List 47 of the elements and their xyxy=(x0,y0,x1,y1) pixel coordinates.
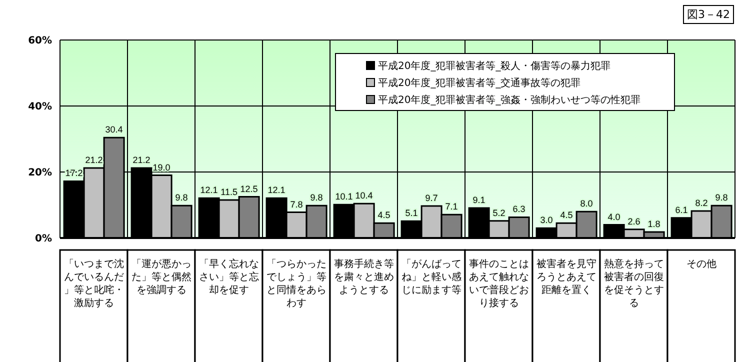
data-label: 3.0 xyxy=(540,215,553,226)
data-label: 4.0 xyxy=(608,212,620,222)
x-tick-label: その他 xyxy=(686,258,716,270)
chart-title: 図3－42 xyxy=(683,5,734,24)
x-tick-label: 「いつまで沈んでいるんだ」等と叱咤・激励する xyxy=(64,258,124,309)
data-label: 10.1 xyxy=(335,192,353,202)
data-label: 4.5 xyxy=(378,210,390,220)
data-label: 8.0 xyxy=(580,198,593,209)
x-tick-label: 「早く忘れなさい」等と忘却を促す xyxy=(198,258,259,296)
data-label: 9.8 xyxy=(175,192,188,203)
data-label: 6.3 xyxy=(512,204,526,214)
y-tick-label: 40% xyxy=(28,102,52,113)
data-label: 12.5 xyxy=(240,184,258,194)
data-label: 9.7 xyxy=(425,192,438,203)
data-label: 7.8 xyxy=(290,199,303,210)
x-tick-label: 事務手続き等を粛々と進めようとする xyxy=(334,258,394,296)
x-tick-label: 事件のことはあえて触れないで普段どおり接する xyxy=(468,258,529,309)
data-label: 21.2 xyxy=(85,155,103,166)
data-label: 6.1 xyxy=(675,204,688,215)
data-label: 21.2 xyxy=(132,155,150,166)
data-label: 1.8 xyxy=(648,219,660,230)
data-label: 9.8 xyxy=(310,192,323,203)
x-tick-label: 「がんばってね」と軽い感じに励ます等 xyxy=(401,258,462,296)
data-label: 8.2 xyxy=(695,198,708,208)
y-tick-label: 0% xyxy=(35,234,52,245)
x-tick-label: 「運が悪かった」等と偶然を強調する xyxy=(131,258,192,296)
legend-label: 平成20年度_犯罪被害者等_強姦・強制わいせつ等の性犯罪 xyxy=(378,94,641,106)
legend-label: 平成20年度_犯罪被害者等_殺人・傷害等の暴力犯罪 xyxy=(378,60,611,72)
legend-label: 平成20年度_犯罪被害者等_交通事故等の犯罪 xyxy=(378,76,581,90)
data-label: 5.2 xyxy=(492,208,506,218)
data-label: 9.1 xyxy=(472,194,486,205)
data-label: 4.5 xyxy=(560,210,573,220)
data-label: 30.4 xyxy=(105,124,123,135)
data-label: 9.8 xyxy=(715,192,728,203)
x-tick-label: 被害者を見守ろうとあえて距離を置く xyxy=(536,258,596,296)
data-label: 2.6 xyxy=(628,216,640,226)
data-label: 19.0 xyxy=(152,162,170,172)
data-label: 12.1 xyxy=(268,185,286,196)
y-tick-label: 20% xyxy=(28,168,52,179)
x-tick-label: 「つらかったでしょう」等と同情をあらわす xyxy=(266,258,326,309)
data-label: 12.1 xyxy=(200,185,218,196)
data-label: 7.1 xyxy=(445,202,458,212)
y-tick-label: 60% xyxy=(28,36,52,47)
data-label: 5.1 xyxy=(405,208,418,218)
data-label: 10.4 xyxy=(355,190,373,201)
data-label: 11.5 xyxy=(220,187,238,198)
x-tick-label: 熱意を持って被害者の回復を促そうとする xyxy=(604,258,664,309)
